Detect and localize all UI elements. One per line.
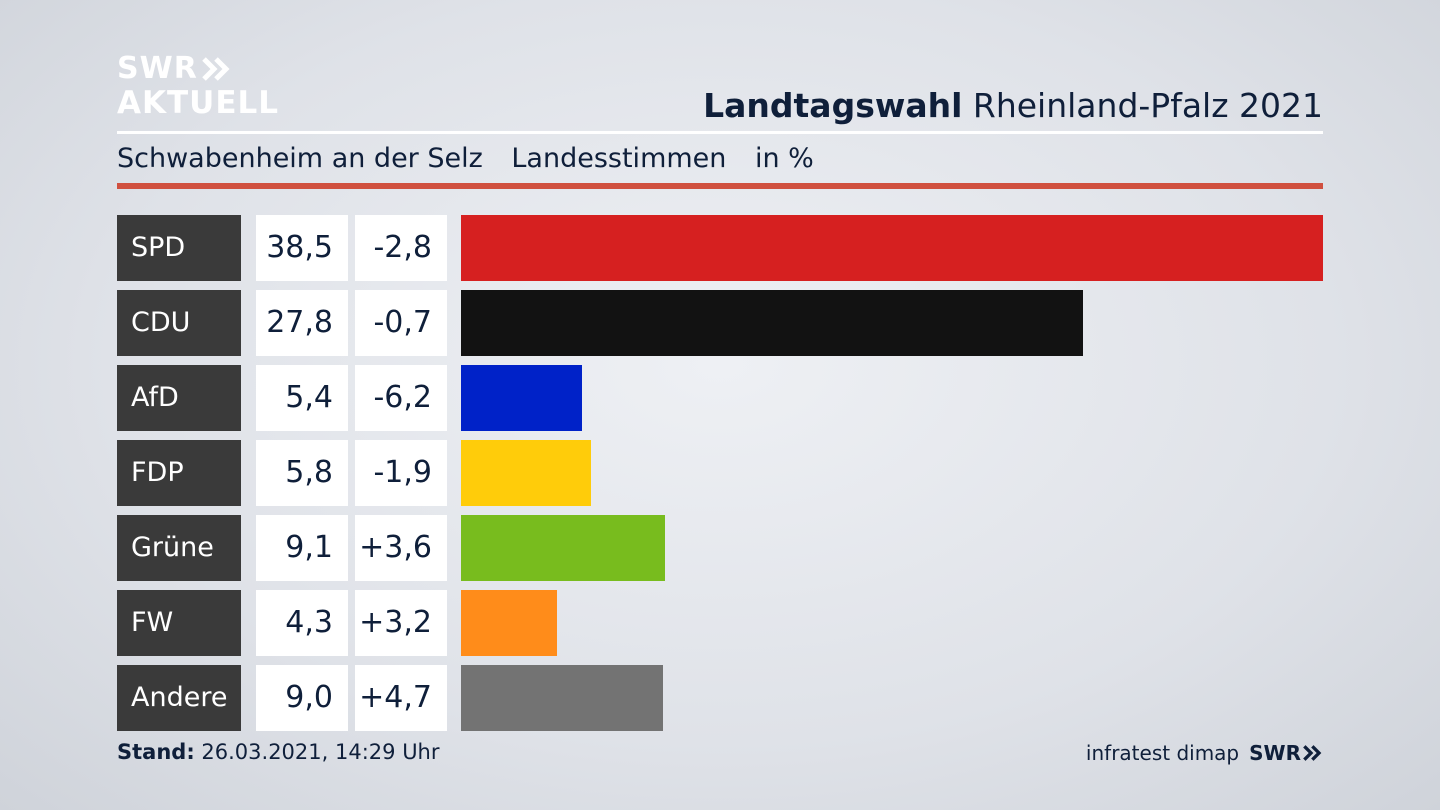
result-row: CDU 27,8 -0,7 (117, 290, 1323, 356)
result-row: FW 4,3 +3,2 (117, 590, 1323, 656)
party-label: FW (117, 590, 241, 656)
source-credit: infratest dimap SWR (1086, 741, 1323, 765)
vote-change-value: -0,7 (355, 290, 447, 356)
party-label: Andere (117, 665, 241, 731)
result-bar (461, 515, 665, 581)
party-label: Grüne (117, 515, 241, 581)
chart-title: Landtagswahl Rheinland-Pfalz 2021 (703, 86, 1323, 125)
result-bar (461, 590, 557, 656)
timestamp: Stand: 26.03.2021, 14:29 Uhr (117, 740, 440, 764)
vote-share-value: 9,0 (256, 665, 348, 731)
vote-share-value: 5,4 (256, 365, 348, 431)
result-bar (461, 215, 1323, 281)
stand-label: Stand: (117, 740, 195, 764)
party-label: FDP (117, 440, 241, 506)
vote-share-value: 4,3 (256, 590, 348, 656)
source-text: infratest dimap (1085, 741, 1240, 765)
party-label: AfD (117, 365, 241, 431)
title-rest: Rheinland-Pfalz 2021 (972, 86, 1323, 125)
vote-change-value: +3,2 (355, 590, 447, 656)
vote-share-value: 5,8 (256, 440, 348, 506)
vote-change-value: -2,8 (355, 215, 447, 281)
party-label: CDU (117, 290, 241, 356)
swr-aktuell-logo: SWR AKTUELL (117, 54, 279, 119)
vote-change-value: +4,7 (355, 665, 447, 731)
footer-swr-text: SWR (1249, 741, 1301, 765)
result-row: Andere 9,0 +4,7 (117, 665, 1323, 731)
party-label: SPD (117, 215, 241, 281)
result-row: AfD 5,4 -6,2 (117, 365, 1323, 431)
title-divider (117, 131, 1323, 134)
vote-change-value: -1,9 (355, 440, 447, 506)
result-row: SPD 38,5 -2,8 (117, 215, 1323, 281)
double-chevron-icon (202, 57, 230, 81)
footer-double-chevron-icon (1303, 745, 1322, 761)
result-bar (461, 365, 582, 431)
result-bar (461, 290, 1083, 356)
result-row: FDP 5,8 -1,9 (117, 440, 1323, 506)
result-row: Grüne 9,1 +3,6 (117, 515, 1323, 581)
vote-change-value: -6,2 (355, 365, 447, 431)
logo-aktuell-text: AKTUELL (117, 85, 280, 121)
stand-value: 26.03.2021, 14:29 Uhr (201, 740, 440, 764)
vote-share-value: 38,5 (256, 215, 348, 281)
chart-subtitle: Schwabenheim an der Selz Landesstimmen i… (117, 143, 834, 174)
vote-share-value: 27,8 (256, 290, 348, 356)
footer-swr-logo: SWR (1249, 741, 1323, 765)
vote-change-value: +3,6 (355, 515, 447, 581)
subtitle-vote-type: Landesstimmen (511, 143, 727, 174)
logo-swr-text: SWR (117, 51, 198, 86)
result-bar (461, 440, 591, 506)
subtitle-divider (117, 183, 1323, 189)
title-bold: Landtagswahl (703, 86, 963, 125)
result-bar (461, 665, 663, 731)
subtitle-unit: in % (754, 143, 814, 174)
vote-share-value: 9,1 (256, 515, 348, 581)
subtitle-location: Schwabenheim an der Selz (117, 143, 483, 174)
